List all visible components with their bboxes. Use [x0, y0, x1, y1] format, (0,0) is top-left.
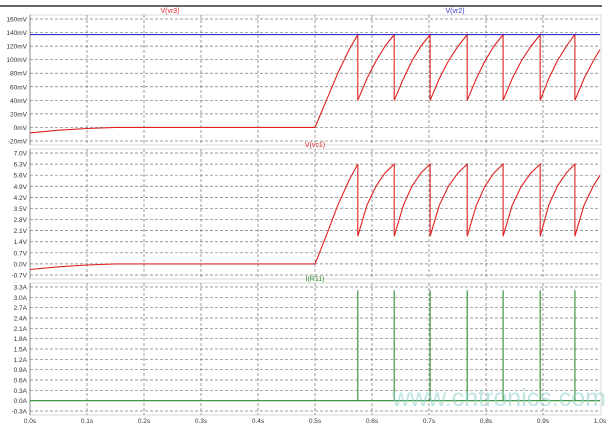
x-tick-label: 0.3s	[195, 418, 208, 425]
x-tick-label: 1.0s	[594, 418, 607, 425]
pane-middle: 7.0V 6.3V 5.6V 4.9V 4.2V 3.5V 2.8V 2.1V 1.4V 0.7V…	[11, 142, 602, 280]
y-tick-label: 6.3V	[14, 162, 28, 169]
y-tick-label: 4.2V	[14, 195, 28, 202]
series-v-vr3[interactable]	[29, 32, 601, 134]
series-label[interactable]: V(vc1)	[305, 142, 325, 149]
y-tick-label: 2.7A	[14, 305, 28, 312]
y-tick-label: 2.1V	[14, 228, 28, 235]
pane-bottom: 3.3A 3.0A 2.7A 2.4A 2.1A 1.8A 1.5A 1.2A 0.9A 0.6A…	[11, 276, 606, 425]
x-tick-label: 0.6s	[366, 418, 379, 425]
y-tick-label: 40mV	[10, 98, 28, 105]
y-tick-label: 0mV	[14, 125, 28, 132]
y-tick-label: 0.0V	[14, 261, 28, 268]
x-tick-label: 0.7s	[423, 418, 436, 425]
y-tick-label: 3.5V	[14, 206, 28, 213]
y-tick-label: 0.9A	[14, 367, 28, 374]
x-tick-label: 0.4s	[252, 418, 265, 425]
y-tick-label: 0.6A	[14, 378, 28, 385]
x-tick-label: 0.5s	[309, 418, 322, 425]
y-tick-label: 0.7V	[14, 250, 28, 257]
watermark: www.cntronics.com	[391, 384, 606, 412]
series-label[interactable]: V(vr3)	[160, 8, 179, 15]
series-label[interactable]: V(vr2)	[445, 8, 464, 15]
y-tick-label: 80mV	[10, 71, 28, 78]
pane-top: 160mV 140mV 120mV 100mV 80mV 60mV 40mV 20mV 0mV -…	[6, 8, 602, 146]
x-tick-label: 0.2s	[138, 418, 151, 425]
y-tick-label: -0.7V	[11, 273, 27, 280]
y-tick-label: 4.9V	[14, 184, 28, 191]
y-tick-label: 1.2A	[14, 357, 28, 364]
y-tick-label: 7.0V	[14, 151, 28, 158]
y-tick-label: 120mV	[6, 44, 27, 51]
y-tick-label: 0.3A	[14, 388, 28, 395]
y-tick-label: 5.6V	[14, 173, 28, 180]
x-tick-label: 0.1s	[81, 418, 94, 425]
series-i-r11[interactable]	[30, 290, 600, 402]
y-tick-label: 140mV	[6, 30, 27, 37]
y-tick-label: 100mV	[6, 57, 27, 64]
y-tick-label: -0.3A	[11, 409, 27, 416]
y-tick-label: 0.0A	[14, 398, 28, 405]
x-tick-label: 0.0s	[24, 418, 37, 425]
y-tick-label: -20mV	[8, 139, 28, 146]
y-tick-label: 2.1A	[14, 326, 28, 333]
y-tick-label: 2.8V	[14, 217, 28, 224]
x-tick-label: 0.8s	[480, 418, 493, 425]
y-tick-label: 20mV	[10, 111, 28, 118]
y-tick-label: 2.4A	[14, 316, 28, 323]
y-tick-label: 60mV	[10, 84, 28, 91]
y-tick-label: 1.5A	[14, 347, 28, 354]
y-tick-label: 3.3A	[14, 285, 28, 292]
y-tick-label: 1.4V	[14, 239, 28, 246]
series-v-vc1[interactable]	[29, 162, 601, 271]
series-label[interactable]: I(R11)	[306, 276, 325, 283]
x-tick-label: 0.9s	[537, 418, 550, 425]
y-tick-label: 1.8A	[14, 336, 28, 343]
pane-frame	[29, 14, 602, 146]
y-tick-label: 160mV	[6, 17, 27, 24]
y-tick-label: 3.0A	[14, 295, 28, 302]
pane-frame	[29, 148, 602, 280]
